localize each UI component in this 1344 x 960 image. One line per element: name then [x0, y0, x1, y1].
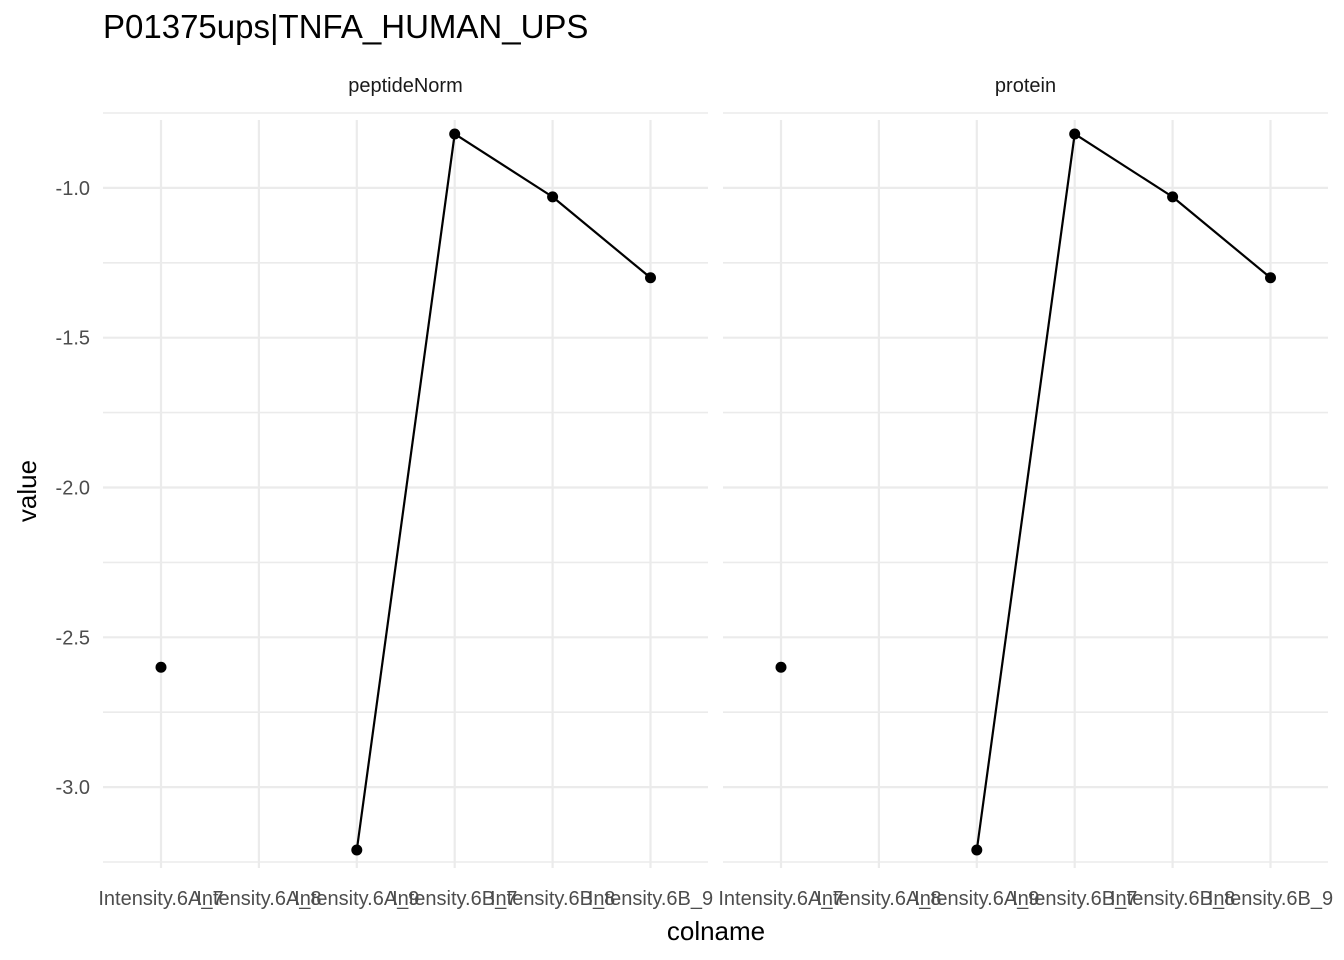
- facet-panel-peptideNorm: peptideNormIntensity.6A_7Intensity.6A_8I…: [98, 75, 713, 910]
- x-tick-label: Intensity.6B_8: [490, 888, 615, 910]
- chart-title: P01375ups|TNFA_HUMAN_UPS: [103, 8, 589, 45]
- data-point: [1265, 272, 1276, 284]
- x-tick-label: Intensity.6A_8: [196, 888, 321, 910]
- x-tick-label: Intensity.6B_7: [1012, 888, 1137, 910]
- data-point: [1167, 191, 1179, 203]
- facet-panel-protein: proteinIntensity.6A_7Intensity.6A_8Inten…: [718, 75, 1333, 910]
- data-point: [971, 844, 983, 856]
- y-tick-label: -3.0: [56, 777, 90, 799]
- x-tick-label: Intensity.6B_9: [1208, 888, 1333, 910]
- y-tick-label: -1.5: [56, 328, 90, 350]
- data-point: [155, 661, 167, 673]
- x-tick-label: Intensity.6B_8: [1110, 888, 1235, 910]
- data-point: [645, 272, 656, 284]
- x-tick-label: Intensity.6A_7: [98, 888, 223, 910]
- x-tick-label: Intensity.6B_7: [392, 888, 517, 910]
- x-axis-title: colname: [667, 916, 765, 946]
- data-point: [1069, 128, 1081, 140]
- series-line-segment: [1171, 196, 1272, 279]
- data-point: [449, 128, 461, 140]
- series-line-segment: [454, 133, 554, 198]
- y-tick-label: -2.5: [56, 627, 90, 649]
- facet-strip-label: peptideNorm: [348, 75, 463, 97]
- x-tick-label: Intensity.6B_9: [588, 888, 713, 910]
- x-tick-label: Intensity.6A_7: [718, 888, 843, 910]
- y-tick-label: -2.0: [56, 477, 90, 499]
- x-tick-label: Intensity.6A_9: [914, 888, 1039, 910]
- y-tick-label: -1.0: [56, 178, 90, 200]
- y-axis-title: value: [12, 460, 42, 522]
- facet-panels: peptideNormIntensity.6A_7Intensity.6A_8I…: [98, 75, 1333, 910]
- x-tick-label: Intensity.6A_9: [294, 888, 419, 910]
- x-tick-label: Intensity.6A_8: [816, 888, 941, 910]
- y-axis-tick-labels: -3.0 -2.5 -2.0 -1.5 -1.0: [56, 178, 90, 799]
- series-line-segment: [975, 133, 1076, 851]
- data-point: [351, 844, 363, 856]
- series-line-segment: [551, 196, 652, 279]
- series-line-segment: [1074, 133, 1174, 198]
- data-point: [547, 191, 559, 203]
- data-point: [775, 661, 787, 673]
- series-line-segment: [355, 133, 456, 851]
- facet-strip-label: protein: [995, 75, 1056, 97]
